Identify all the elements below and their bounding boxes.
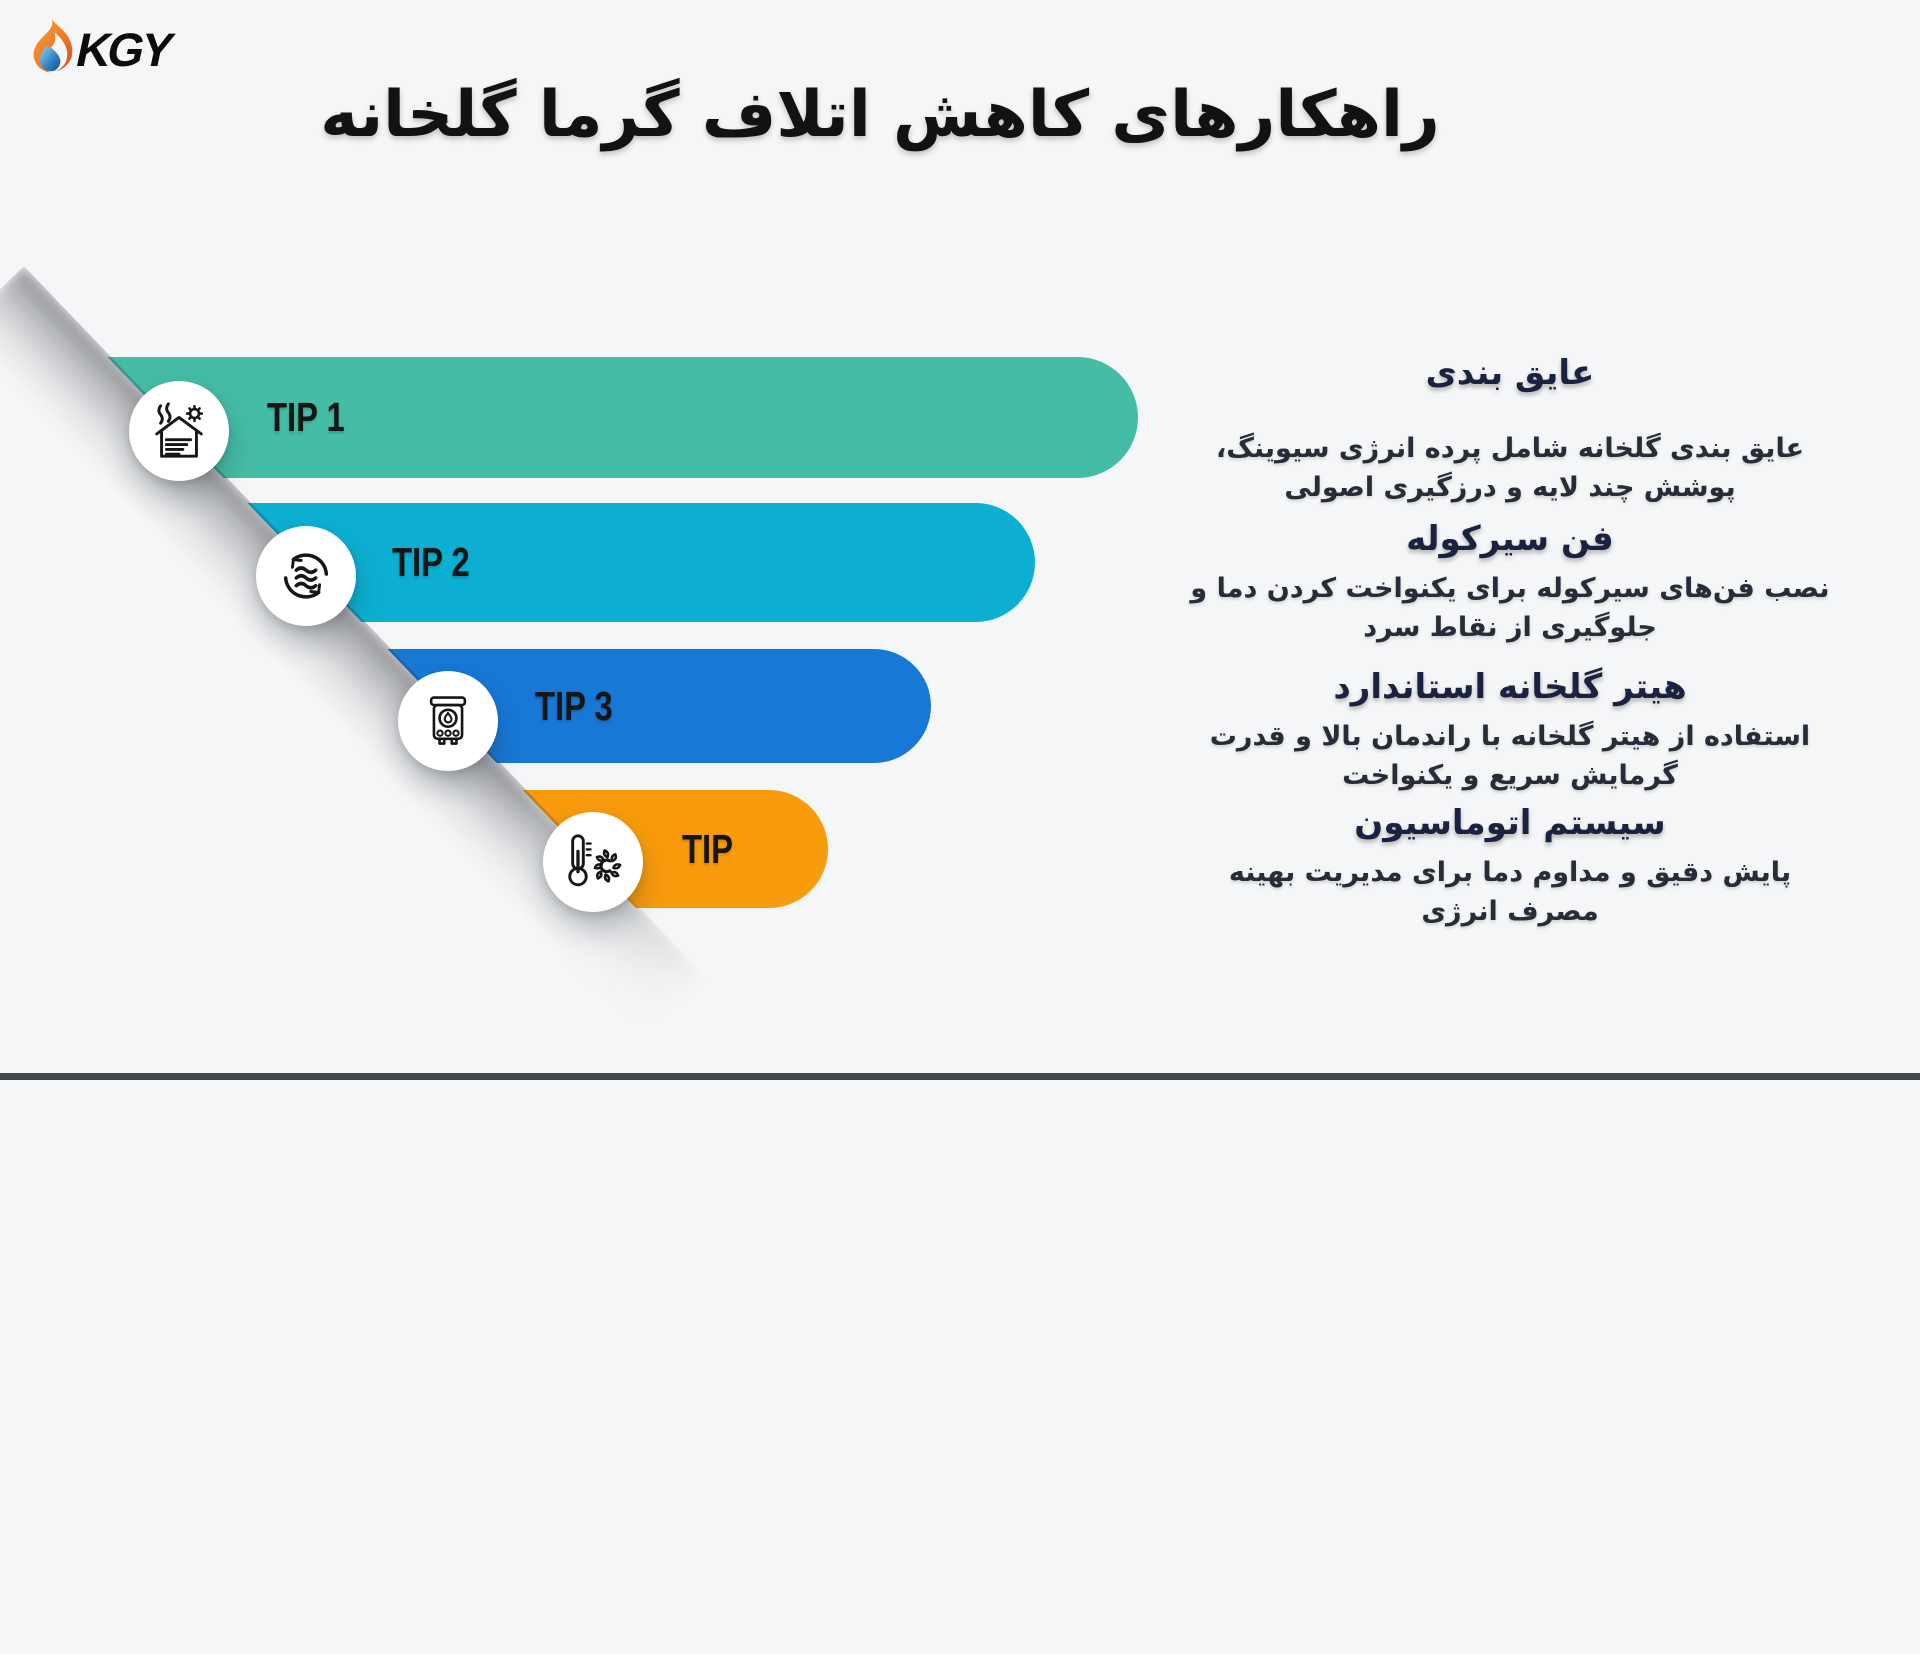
greenhouse-heater-icon <box>418 690 478 752</box>
section-heading: سیستم اتوماسیون <box>1354 803 1666 843</box>
tip2-icon-circle <box>256 526 356 626</box>
circulation-arrows-waves-icon <box>275 545 337 607</box>
section-heading: هیتر گلخانه استاندارد <box>1333 667 1687 707</box>
section-heading: عایق بندی <box>1425 353 1595 393</box>
tip4-label: TIP <box>682 825 734 872</box>
tip1-icon-circle <box>129 381 229 481</box>
section-insulation: عایق بندی عایق بندی گلخانه شامل پرده انر… <box>1165 352 1855 507</box>
section-body: پایش دقیق و مداوم دما برای مدیریت بهینه … <box>1228 856 1792 927</box>
tip2-label: TIP 2 <box>392 539 470 585</box>
tip1-label: TIP 1 <box>267 394 345 440</box>
section-body: نصب فن‌های سیرکوله برای یکنواخت کردن دما… <box>1190 572 1830 643</box>
page-title: راهکارهای کاهش اتلاف گرما گلخانه <box>320 78 1440 152</box>
flame-water-drop-icon <box>28 18 74 74</box>
infographic-canvas: KGY راهکارهای کاهش اتلاف گرما گلخانه TIP… <box>0 18 1920 1080</box>
insulated-house-gear-icon <box>148 400 210 462</box>
section-body: عایق بندی گلخانه شامل پرده انرژی سیوینگ،… <box>1215 432 1805 503</box>
section-heading: فن سیرکوله <box>1406 519 1614 559</box>
bottom-edge-strip <box>0 1073 1920 1080</box>
thermometer-sun-icon <box>562 831 624 893</box>
section-standard-heater: هیتر گلخانه استاندارد استفاده از هیتر گل… <box>1165 666 1855 795</box>
brand-logo: KGY <box>28 18 176 76</box>
section-automation-system: سیستم اتوماسیون پایش دقیق و مداوم دما بر… <box>1165 802 1855 931</box>
tip3-icon-circle <box>398 671 498 771</box>
section-body: استفاده از هیتر گلخانه با راندمان بالا و… <box>1209 720 1811 791</box>
tip3-label: TIP 3 <box>535 682 613 729</box>
brand-name: KGY <box>71 22 176 76</box>
tip4-icon-circle <box>543 812 643 912</box>
section-circulation-fan: فن سیرکوله نصب فن‌های سیرکوله برای یکنوا… <box>1165 518 1855 647</box>
